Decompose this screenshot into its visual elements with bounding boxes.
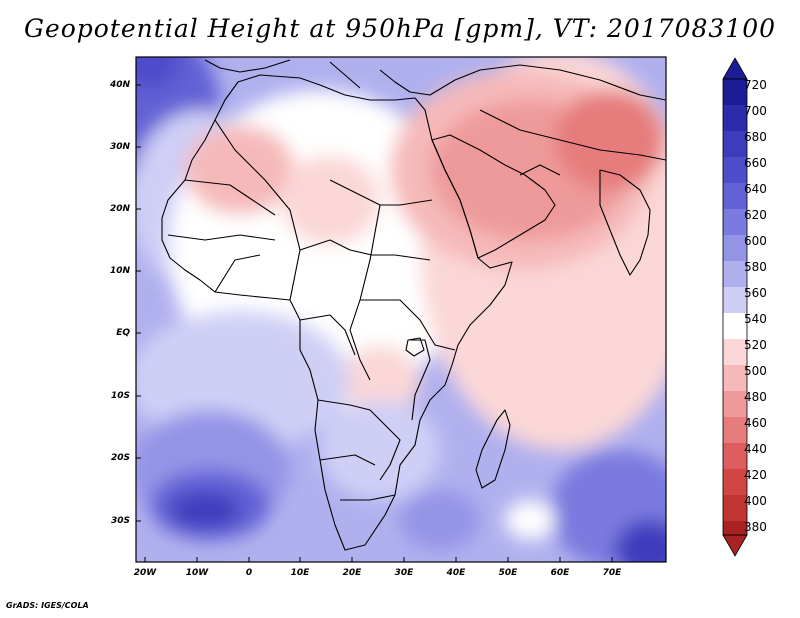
lat-label: 20N xyxy=(109,204,130,214)
colorbar-swatch xyxy=(723,391,747,417)
lake-victoria xyxy=(405,337,425,357)
colorbar-swatch xyxy=(723,235,747,261)
colorbar-label: 580 xyxy=(744,260,767,274)
lon-label: 10W xyxy=(185,568,209,578)
field-cape-ring xyxy=(400,490,480,550)
colorbar-label: 540 xyxy=(744,312,767,326)
field-chad-high xyxy=(280,155,380,245)
field-nw-core xyxy=(136,57,180,90)
colorbar xyxy=(722,57,748,557)
lon-label: 20E xyxy=(342,568,362,578)
africa-coastline xyxy=(161,74,513,551)
colorbar-label: 480 xyxy=(744,390,767,404)
colorbar-label: 680 xyxy=(744,130,767,144)
lon-label: 20W xyxy=(133,568,157,578)
colorbar-swatch xyxy=(723,209,747,235)
colorbar-label: 640 xyxy=(744,182,767,196)
countries-central xyxy=(299,179,456,381)
europe-coast xyxy=(204,59,666,101)
persian-iran xyxy=(479,109,666,176)
colorbar-swatch xyxy=(723,79,747,105)
colorbar-label: 380 xyxy=(744,520,767,534)
colorbar-label: 440 xyxy=(744,442,767,456)
colorbar-bottom-arrow xyxy=(722,534,748,557)
field-southern-africa xyxy=(320,400,440,500)
colorbar-label: 560 xyxy=(744,286,767,300)
lon-label: 60E xyxy=(550,568,570,578)
colorbar-swatch xyxy=(723,131,747,157)
colorbar-swatch xyxy=(723,365,747,391)
field-south-white xyxy=(505,500,555,540)
credit-text: GrADS: IGES/COLA xyxy=(6,601,89,610)
colorbar-swatch xyxy=(723,417,747,443)
colorbar-label: 460 xyxy=(744,416,767,430)
lat-label: 10S xyxy=(110,391,130,401)
countries-south xyxy=(317,339,431,501)
lon-label: 30E xyxy=(394,568,414,578)
coastlines xyxy=(161,59,666,551)
lat-label: 10N xyxy=(109,266,130,276)
colorbar-label: 720 xyxy=(744,78,767,92)
colorbar-label: 660 xyxy=(744,156,767,170)
height-field xyxy=(136,57,666,562)
field-sahara-high xyxy=(185,125,295,215)
colorbar-label: 620 xyxy=(744,208,767,222)
colorbar-label: 500 xyxy=(744,364,767,378)
lat-label: 20S xyxy=(110,453,130,463)
arabian-peninsula xyxy=(431,134,556,259)
colorbar-swatch xyxy=(723,339,747,365)
field-india-low xyxy=(555,90,665,190)
colorbar-swatch xyxy=(723,105,747,131)
colorbar-label: 400 xyxy=(744,494,767,508)
lon-label: 10E xyxy=(290,568,310,578)
field-se-core xyxy=(615,520,666,562)
lat-label: 30N xyxy=(109,142,130,152)
colorbar-frame xyxy=(722,78,748,536)
countries-west xyxy=(167,119,301,301)
field-sa-core xyxy=(170,492,240,528)
lon-label: 40E xyxy=(446,568,466,578)
colorbar-swatch xyxy=(723,443,747,469)
colorbar-swatch xyxy=(723,521,747,535)
lon-label: 70E xyxy=(602,568,622,578)
colorbar-swatch xyxy=(723,495,747,521)
lon-label: 50E xyxy=(498,568,518,578)
lat-label: 40N xyxy=(109,80,130,90)
colorbar-swatch xyxy=(723,157,747,183)
colorbar-label: 600 xyxy=(744,234,767,248)
colorbar-label: 420 xyxy=(744,468,767,482)
colorbar-swatch xyxy=(723,261,747,287)
lat-label: 30S xyxy=(110,516,130,526)
axis-ticks xyxy=(136,84,613,562)
lon-label: 0 xyxy=(245,568,253,578)
map-frame xyxy=(135,56,667,563)
colorbar-top-arrow xyxy=(722,57,748,80)
colorbar-swatch xyxy=(723,183,747,209)
colorbar-label: 520 xyxy=(744,338,767,352)
field-congo-patch xyxy=(340,345,420,415)
madagascar xyxy=(475,409,511,489)
colorbar-swatch xyxy=(723,313,747,339)
lat-label: EQ xyxy=(116,328,130,338)
colorbar-swatch xyxy=(723,469,747,495)
map-title: Geopotential Height at 950hPa [gpm], VT:… xyxy=(23,14,777,43)
india xyxy=(599,169,651,276)
colorbar-label: 700 xyxy=(744,104,767,118)
colorbar-swatch xyxy=(723,287,747,313)
